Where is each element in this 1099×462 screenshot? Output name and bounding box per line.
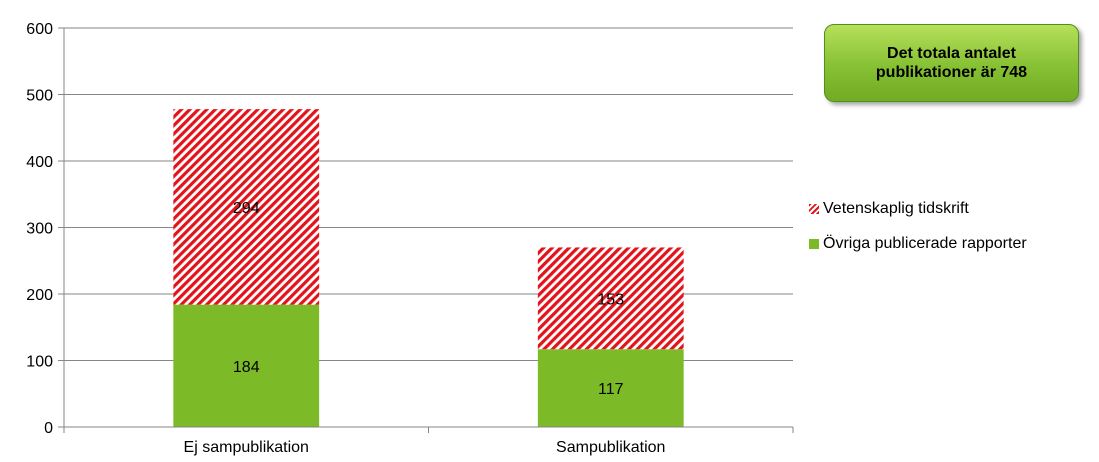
callout-text: Det totala antalet publikationer är 748 bbox=[875, 45, 1028, 81]
y-tick-label: 0 bbox=[44, 420, 53, 437]
data-label: 294 bbox=[233, 200, 260, 217]
bar-segment bbox=[173, 304, 320, 427]
legend-item-ovriga: Övriga publicerade rapporter bbox=[809, 235, 1027, 253]
x-tick-label: Sampublikation bbox=[556, 439, 665, 456]
legend-swatch-hatched-red bbox=[809, 204, 819, 214]
y-tick-label: 100 bbox=[26, 354, 53, 371]
y-tick-label: 600 bbox=[26, 21, 53, 38]
data-label: 153 bbox=[597, 291, 624, 308]
y-tick-label: 200 bbox=[26, 287, 53, 304]
bar-segment bbox=[537, 349, 684, 427]
data-label: 184 bbox=[233, 359, 260, 376]
y-tick-label: 300 bbox=[26, 221, 53, 238]
bar-segment bbox=[173, 109, 320, 305]
total-publications-callout: Det totala antalet publikationer är 748 bbox=[824, 24, 1079, 102]
y-tick-label: 500 bbox=[26, 88, 53, 105]
y-tick-label: 400 bbox=[26, 154, 53, 171]
x-tick-label: Ej sampublikation bbox=[184, 439, 309, 456]
legend-item-vetenskaplig: Vetenskaplig tidskrift bbox=[809, 200, 969, 218]
legend-label: Övriga publicerade rapporter bbox=[823, 235, 1027, 252]
legend-label: Vetenskaplig tidskrift bbox=[823, 200, 969, 217]
legend-swatch-green bbox=[809, 239, 819, 249]
data-label: 117 bbox=[598, 381, 624, 398]
bar-segment bbox=[537, 247, 684, 350]
